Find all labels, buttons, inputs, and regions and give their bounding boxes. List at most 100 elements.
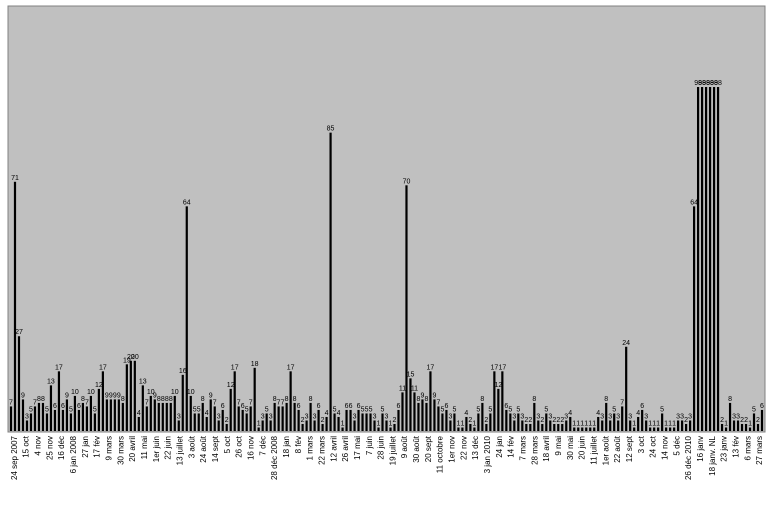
data-label: 2 xyxy=(393,417,397,424)
data-label: 4 xyxy=(137,410,141,417)
data-label: 7 xyxy=(237,399,241,406)
data-label: 6 xyxy=(444,403,448,410)
bar xyxy=(724,427,728,431)
data-label: 9 xyxy=(117,392,121,399)
bar xyxy=(73,395,77,431)
bar xyxy=(677,420,680,431)
bar xyxy=(293,402,296,431)
bar xyxy=(65,399,69,431)
bar xyxy=(245,413,248,431)
bar xyxy=(189,395,192,431)
data-label: 10 xyxy=(187,389,195,396)
data-label: 1 xyxy=(584,420,588,427)
data-label: 5 xyxy=(29,406,33,413)
bar xyxy=(685,423,688,431)
bar xyxy=(736,420,740,431)
bar xyxy=(704,87,708,432)
bar xyxy=(201,402,204,431)
data-label: 8 xyxy=(417,396,421,403)
x-tick-label: 6 mars xyxy=(743,436,752,460)
bar xyxy=(253,367,256,431)
data-label: 7 xyxy=(620,399,624,406)
bar xyxy=(732,420,736,431)
data-label: 7 xyxy=(436,399,440,406)
data-label: 6 xyxy=(53,403,57,410)
data-label: 3 xyxy=(373,413,377,420)
bar xyxy=(37,402,41,431)
bar xyxy=(197,413,200,431)
x-tick-label: 7 déc xyxy=(258,436,267,456)
bar xyxy=(257,427,260,431)
bar xyxy=(489,413,492,431)
bar xyxy=(585,427,588,431)
x-tick-label: 24 oct xyxy=(649,435,658,458)
bar xyxy=(113,399,116,431)
bar xyxy=(365,413,368,431)
x-tick-label: 16 déc xyxy=(57,436,66,460)
bar xyxy=(561,423,564,431)
data-label: 16 xyxy=(179,368,187,375)
bar xyxy=(720,423,724,431)
x-tick-label: 30 mai xyxy=(566,436,575,460)
bar xyxy=(453,413,456,431)
bar xyxy=(641,409,644,431)
data-label: 27 xyxy=(15,329,23,336)
data-label: 9 xyxy=(109,392,113,399)
bar xyxy=(457,427,460,431)
data-label: 4 xyxy=(464,410,468,417)
data-label: 5 xyxy=(516,406,520,413)
bar xyxy=(609,420,612,431)
bar xyxy=(61,409,65,431)
data-label: 98 xyxy=(714,80,722,87)
bar xyxy=(393,423,396,431)
bar xyxy=(77,409,81,431)
bar xyxy=(333,413,336,431)
data-label: 8 xyxy=(293,396,297,403)
data-label: 64 xyxy=(183,199,191,206)
bar xyxy=(125,364,128,431)
x-tick-label: 22 juin xyxy=(164,436,173,460)
bar xyxy=(377,427,380,431)
data-label: 8 xyxy=(309,396,313,403)
x-tick-label: 23 janv xyxy=(720,436,729,462)
data-label: 5 xyxy=(544,406,548,413)
data-label: 2 xyxy=(524,417,528,424)
bar xyxy=(445,409,448,431)
data-label: 1 xyxy=(377,420,381,427)
data-label: 6 xyxy=(357,403,361,410)
data-label: 2 xyxy=(468,417,472,424)
data-label: 12 xyxy=(494,382,502,389)
data-label: 2 xyxy=(560,417,564,424)
data-label: 2 xyxy=(540,417,544,424)
data-label: 3 xyxy=(385,413,389,420)
x-tick-label: 20 avril xyxy=(128,436,137,462)
bar xyxy=(181,374,184,431)
data-label: 3 xyxy=(680,413,684,420)
x-tick-label: 3 août xyxy=(187,435,196,458)
data-label: 10 xyxy=(147,389,155,396)
bar xyxy=(429,371,432,431)
x-tick-label: 27 mars xyxy=(755,436,764,465)
bar xyxy=(657,427,660,431)
data-label: 1 xyxy=(588,420,592,427)
data-label: 5 xyxy=(612,406,616,413)
bar xyxy=(237,406,240,431)
bar xyxy=(45,413,49,431)
bar xyxy=(473,427,476,431)
bar xyxy=(345,409,348,431)
data-label: 5 xyxy=(452,406,456,413)
data-label: 5 xyxy=(245,406,249,413)
bar xyxy=(289,371,292,431)
data-label: 6 xyxy=(345,403,349,410)
bar xyxy=(397,409,400,431)
bar xyxy=(669,427,672,431)
bar xyxy=(465,416,468,431)
bar xyxy=(437,406,440,431)
data-label: 1 xyxy=(632,420,636,427)
bar xyxy=(301,423,304,431)
x-tick-label: 20 juin xyxy=(578,436,587,460)
x-tick-label: 1er août xyxy=(601,435,610,465)
bar xyxy=(277,406,280,431)
data-label: 1 xyxy=(460,420,464,427)
x-tick-label: 14 fév xyxy=(507,436,516,458)
